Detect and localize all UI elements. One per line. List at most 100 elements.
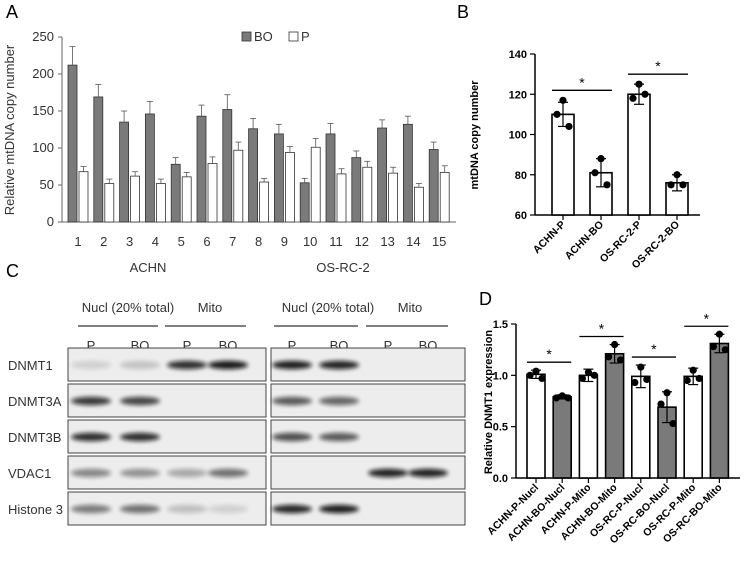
- chart-d-significance-star: *: [704, 310, 710, 326]
- chart-d-datapoint: [709, 342, 718, 351]
- chart-a-bar-bo: [93, 96, 104, 223]
- blot-band: [71, 396, 111, 406]
- chart-a-bar-p: [439, 172, 450, 223]
- chart-d-datapoint: [721, 346, 730, 354]
- chart-b-datapoint: [553, 110, 561, 118]
- chart-b-datapoint: [565, 122, 573, 131]
- blot-band: [120, 360, 160, 370]
- chart-b-datapoint: [629, 94, 637, 102]
- chart-d-datapoint: [558, 392, 566, 400]
- blot-band: [71, 468, 111, 478]
- chart-d: Relative DNMT1 expression 0.00.51.01.5AC…: [483, 310, 740, 546]
- chart-d-bar: [526, 373, 546, 479]
- blot-band: [319, 396, 359, 406]
- blot-right-nucl-header: Nucl (20% total): [282, 300, 374, 315]
- chart-a-bar-p: [284, 152, 295, 223]
- blot-row-label: DNMT3B: [8, 430, 61, 445]
- blot-right-lane-p2: P: [384, 338, 393, 353]
- blot-row-label: DNMT1: [8, 358, 53, 373]
- panel-letter-d: D: [479, 289, 492, 309]
- chart-a-bar-p: [104, 183, 115, 223]
- blot-band: [272, 396, 312, 406]
- chart-a-bar-bo: [67, 64, 78, 223]
- chart-b-datapoint: [673, 171, 681, 179]
- blot-band: [272, 504, 312, 514]
- chart-d-ytick-label: 1.5: [493, 319, 508, 331]
- chart-a-group-label-osrc2: OS-RC-2: [316, 260, 369, 275]
- legend-swatch-bo: [241, 31, 252, 42]
- blot-band: [167, 504, 207, 514]
- panel-letter-b: B: [457, 2, 469, 22]
- legend-swatch-p: [288, 31, 299, 42]
- chart-a-bar-p: [78, 171, 89, 223]
- chart-b-ytick-label: 80: [515, 170, 527, 182]
- chart-a-bar-bo: [351, 157, 362, 223]
- chart-d-significance-star: *: [599, 321, 605, 337]
- chart-a-bar-bo: [248, 128, 259, 223]
- chart-b-significance-star: *: [579, 74, 585, 90]
- chart-a-xtick-label: 4: [152, 234, 159, 249]
- chart-d-bar: [604, 352, 625, 479]
- chart-d-datapoint: [689, 366, 697, 374]
- chart-a-bar-bo: [119, 121, 129, 223]
- chart-a-xtick-label: 8: [255, 234, 262, 249]
- chart-d-datapoint: [695, 374, 703, 383]
- chart-a-bar-bo: [273, 133, 284, 223]
- blot-left-lane-p1: P: [87, 338, 96, 353]
- chart-b-significance-star: *: [655, 58, 661, 74]
- chart-a-bar-p: [130, 175, 141, 223]
- blot-band: [272, 360, 312, 370]
- chart-a-bar-bo: [299, 182, 310, 223]
- blot-band: [120, 432, 160, 442]
- chart-b-ytick-label: 140: [509, 49, 527, 61]
- blot-left-nucl-header: Nucl (20% total): [82, 300, 174, 315]
- blot-band: [167, 360, 207, 370]
- blot-band: [319, 504, 359, 514]
- chart-a-bar-p: [388, 172, 399, 223]
- chart-d-datapoint: [538, 374, 546, 383]
- chart-d-datapoint: [715, 330, 724, 338]
- blot-right-lane-p1: P: [288, 338, 297, 353]
- chart-d-datapoint: [669, 419, 677, 428]
- chart-d-datapoint: [578, 374, 587, 383]
- blot-band: [208, 504, 248, 514]
- chart-a-bar-bo: [170, 163, 181, 223]
- blot-left-lane-p2: P: [183, 338, 192, 353]
- blot-band: [319, 432, 359, 442]
- chart-a-bar-p: [336, 173, 347, 223]
- chart-a-xtick-label: 6: [203, 234, 210, 249]
- chart-a-xtick-label: 10: [303, 234, 317, 249]
- chart-a-bar-bo: [325, 133, 336, 223]
- chart-a-xtick-label: 15: [432, 234, 446, 249]
- blot-band: [272, 432, 312, 442]
- chart-a-xtick-label: 7: [229, 234, 236, 249]
- blot-band: [120, 504, 160, 514]
- blot-left-mito-header: Mito: [198, 300, 223, 315]
- chart-b-datapoint: [603, 181, 611, 189]
- blot-band: [208, 468, 248, 478]
- chart-d-datapoint: [637, 363, 645, 371]
- chart-a-bar-p: [259, 181, 270, 223]
- blot-band: [71, 360, 111, 370]
- chart-d-datapoint: [657, 400, 665, 408]
- legend-label-bo: BO: [254, 29, 273, 44]
- chart-b-datapoint: [667, 181, 675, 189]
- chart-a-xtick-label: 14: [406, 234, 420, 249]
- chart-b: mtDNA copy number 6080100120140ACHN-PACH…: [469, 49, 700, 271]
- blot-band: [408, 468, 448, 478]
- western-blot: Nucl (20% total) Mito P BO P BO Nucl (20…: [8, 300, 466, 526]
- chart-d-datapoint: [526, 371, 534, 379]
- chart-d-datapoint: [611, 340, 619, 349]
- chart-d-datapoint: [584, 368, 593, 376]
- chart-d-datapoint: [590, 371, 599, 379]
- chart-d-bar: [578, 374, 599, 479]
- legend-label-p: P: [301, 29, 310, 44]
- chart-a-ytick-label: 0: [47, 214, 54, 229]
- blot-row-label: DNMT3A: [8, 394, 62, 409]
- chart-a-ytick-label: 100: [32, 140, 54, 155]
- chart-d-ytick-label: 0.0: [493, 473, 508, 485]
- chart-d-datapoint: [532, 367, 540, 375]
- chart-b-datapoint: [641, 90, 649, 98]
- chart-d-ytick-label: 0.5: [493, 422, 508, 434]
